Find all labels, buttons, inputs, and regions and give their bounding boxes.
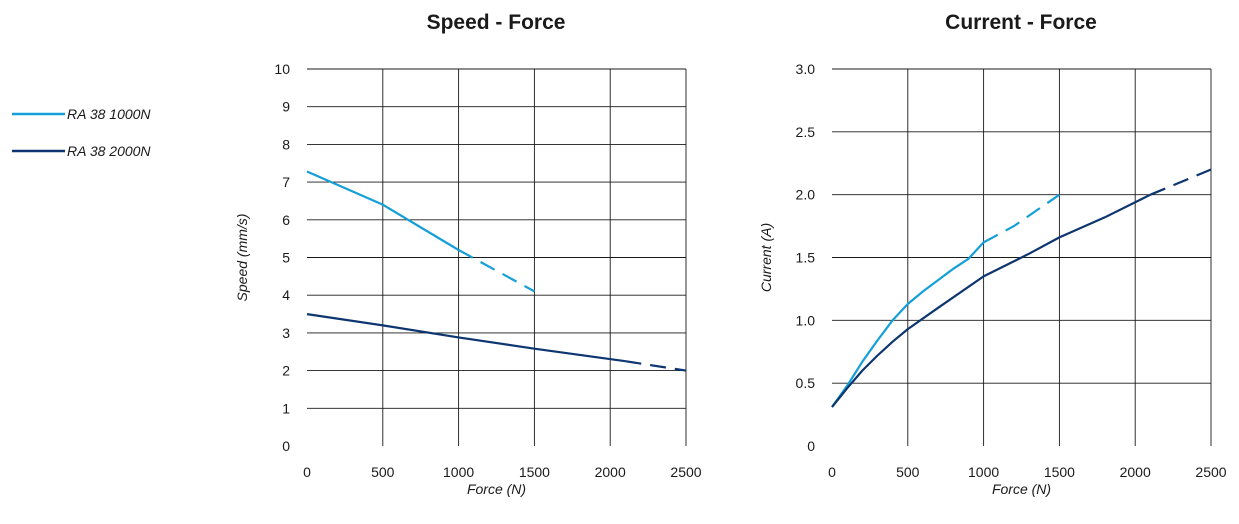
series-line-dashed (983, 193, 1061, 244)
x-tick-label: 2500 (1195, 464, 1226, 480)
y-tick-label: 2 (282, 363, 290, 379)
y-tick-label: 5 (282, 250, 290, 266)
legend-label: RA 38 2000N (67, 143, 151, 159)
y-tick-label: 6 (282, 212, 290, 228)
x-tick-label: 500 (371, 464, 395, 480)
series-line-dashed (458, 249, 535, 293)
series-line-dashed (625, 360, 687, 372)
y-tick-label: 2.0 (796, 187, 816, 203)
legend-label: RA 38 1000N (67, 106, 151, 122)
y-tick-label: 3.0 (796, 61, 816, 77)
speed-force-chart: Speed - Force 0 1 2 3 4 5 6 7 8 9 10 0 500 1000 1500 200… (234, 11, 702, 497)
y-tick-label: 3 (282, 325, 290, 341)
y-tick-label: 7 (282, 174, 290, 190)
y-axis-label: Current (A) (758, 223, 774, 292)
x-tick-label: 1000 (968, 464, 999, 480)
y-tick-label: 9 (282, 99, 290, 115)
series-line-dashed (1149, 168, 1212, 196)
x-tick-label: 2000 (595, 464, 626, 480)
x-tick-label: 2000 (1120, 464, 1151, 480)
y-tick-label: 1 (282, 400, 290, 416)
current-chart-title: Current - Force (945, 11, 1097, 34)
x-tick-label: 0 (828, 464, 836, 480)
y-tick-label: 1.5 (796, 250, 816, 266)
series-line-solid (306, 170, 460, 251)
y-tick-label: 1.0 (796, 312, 816, 328)
x-axis-label: Force (N) (467, 481, 526, 497)
x-tick-label: 1000 (443, 464, 474, 480)
y-tick-label: 0 (807, 438, 815, 454)
legend: RA 38 1000N RA 38 2000N (12, 106, 151, 159)
y-tick-label: 4 (282, 287, 290, 303)
x-tick-label: 2500 (670, 464, 701, 480)
x-tick-label: 500 (896, 464, 920, 480)
x-tick-label: 1500 (519, 464, 550, 480)
speed-chart-title: Speed - Force (427, 11, 566, 34)
y-tick-label: 0.5 (796, 375, 816, 391)
x-axis-label: Force (N) (992, 481, 1051, 497)
series-line-solid (831, 193, 1151, 408)
y-tick-label: 2.5 (796, 124, 816, 140)
y-tick-label: 0 (282, 438, 290, 454)
y-tick-label: 8 (282, 136, 290, 152)
x-tick-label: 1500 (1044, 464, 1075, 480)
y-tick-label: 10 (274, 61, 290, 77)
current-force-chart: Current - Force 0 0.5 1.0 1.5 2.0 2.5 3.0 0 500 10… (758, 11, 1227, 497)
series-line-solid (831, 241, 985, 408)
series-line-solid (306, 313, 626, 363)
y-axis-label: Speed (mm/s) (234, 214, 250, 302)
x-tick-label: 0 (303, 464, 311, 480)
